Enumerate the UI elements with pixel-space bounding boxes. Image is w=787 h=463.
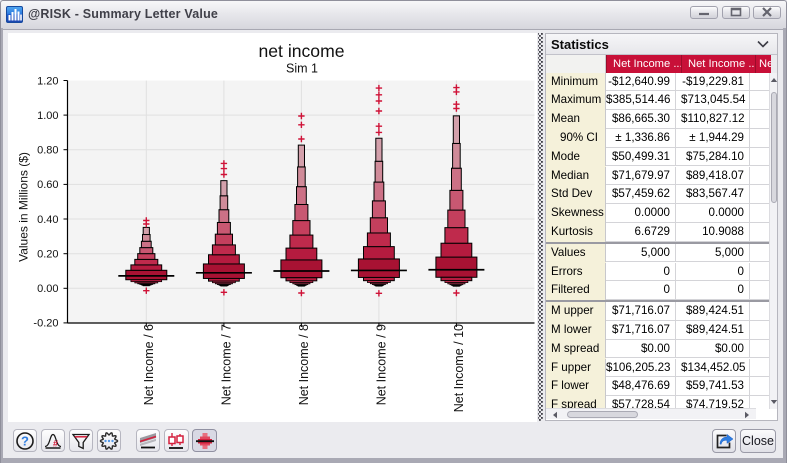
svg-text:-0.20: -0.20 [33, 318, 58, 330]
svg-text:net income: net income [258, 41, 344, 61]
svg-text:Values in Millions ($): Values in Millions ($) [17, 152, 31, 262]
svg-text:Net Income / 9: Net Income / 9 [374, 324, 388, 405]
svg-text:0.20: 0.20 [37, 249, 58, 261]
svg-text:Sim 1: Sim 1 [286, 62, 318, 76]
svg-text:0.60: 0.60 [37, 179, 58, 191]
svg-text:0.00: 0.00 [37, 283, 58, 295]
svg-text:Net Income / 6: Net Income / 6 [142, 324, 156, 405]
svg-text:0.40: 0.40 [37, 214, 58, 226]
svg-text:1.20: 1.20 [37, 75, 58, 87]
svg-text:?: ? [21, 434, 29, 449]
svg-text:0.80: 0.80 [37, 145, 58, 157]
svg-text:Net Income / 7: Net Income / 7 [219, 324, 233, 405]
svg-text:Net Income / 8: Net Income / 8 [297, 324, 311, 405]
svg-text:1.00: 1.00 [37, 110, 58, 122]
svg-text:#: # [53, 439, 58, 449]
svg-text:Net Income / 10: Net Income / 10 [452, 324, 466, 412]
